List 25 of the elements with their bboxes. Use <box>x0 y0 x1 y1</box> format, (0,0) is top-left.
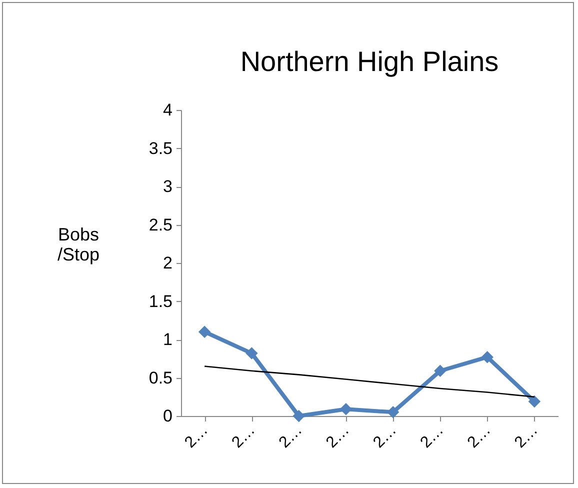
point <box>481 350 494 364</box>
x-tick-label: 2… <box>228 422 259 452</box>
point <box>528 395 541 408</box>
x-tick-label: 2… <box>276 422 306 452</box>
y-tick-label: 2.5 <box>148 215 172 234</box>
point <box>198 326 211 338</box>
point <box>434 364 446 377</box>
y-tick-label: 1.5 <box>148 292 172 311</box>
x-tick-label: 2… <box>464 422 494 452</box>
chart-title: Northern High Plains <box>240 46 499 77</box>
y-axis-title: Bobs /Stop <box>57 224 100 264</box>
y-tick-label: 3 <box>163 177 172 196</box>
point <box>292 410 305 422</box>
x-tick-label: 2… <box>182 422 212 452</box>
y-tick-label: 4 <box>163 100 172 120</box>
y-tick-label: 0.5 <box>148 368 172 388</box>
y-tick-label: 3.5 <box>148 138 172 158</box>
x-tick-label: 2… <box>370 422 400 452</box>
y-tick-label: 1 <box>163 330 172 349</box>
y-tick-label: 2 <box>163 254 172 272</box>
x-tick-label: 2… <box>417 422 448 452</box>
x-tick-label: 2… <box>323 422 353 452</box>
y-tick-label: 0 <box>163 406 172 426</box>
x-tick-label: 2… <box>512 422 542 452</box>
point <box>246 347 258 360</box>
